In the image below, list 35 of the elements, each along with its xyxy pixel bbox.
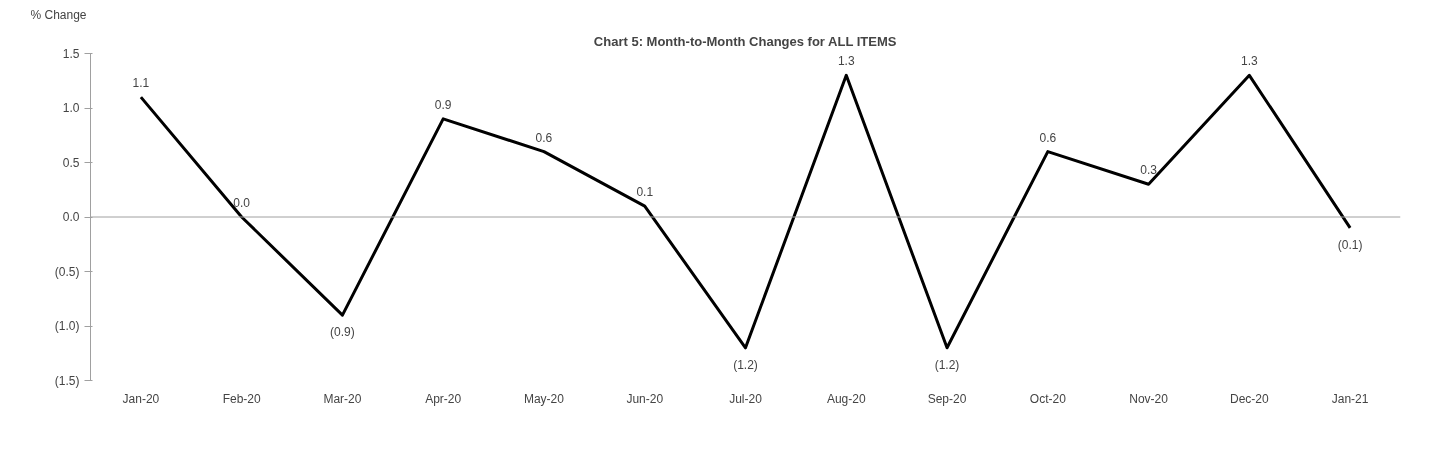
y-tick-label: 0.5: [62, 155, 80, 170]
data-label: 1.1: [132, 76, 150, 91]
data-label: 1.3: [837, 54, 855, 69]
y-axis-title: % Change: [30, 7, 87, 22]
data-label: 0.6: [535, 130, 553, 145]
y-tick-label: 0.0: [62, 210, 80, 224]
x-tick-label: Jun-20: [626, 391, 664, 406]
x-tick-label: Oct-20: [1029, 391, 1067, 406]
chart-title: Chart 5: Month-to-Month Changes for ALL ITEMS: [593, 33, 897, 49]
x-tick-label: Feb-20: [222, 391, 261, 406]
y-tick-label: 1.0: [62, 101, 80, 115]
data-label: (0.1): [1337, 237, 1363, 252]
data-label: 0.9: [434, 97, 452, 112]
data-label: (1.2): [733, 357, 758, 372]
y-tick-label: 1.5: [62, 46, 80, 61]
x-tick-label: Sep-20: [927, 391, 967, 406]
x-tick-label: Mar-20: [323, 391, 362, 406]
x-tick-label: Jan-21: [1331, 391, 1369, 406]
x-tick-label: Jan-20: [122, 391, 160, 406]
data-label: (1.2): [934, 357, 960, 372]
x-tick-label: May-20: [523, 391, 565, 406]
x-tick-label: Jul-20: [729, 391, 763, 406]
y-tick-label: (1.5): [54, 373, 80, 388]
data-label: 0.1: [636, 185, 654, 200]
x-tick-label: Aug-20: [826, 391, 866, 406]
y-tick-label: (0.5): [54, 264, 80, 279]
x-tick-label: Nov-20: [1129, 391, 1169, 406]
x-tick-label: Dec-20: [1230, 391, 1270, 406]
x-tick-label: Apr-20: [425, 391, 462, 406]
data-label: 0.0: [233, 196, 251, 210]
data-label: 1.3: [1241, 54, 1259, 69]
data-label: 0.3: [1140, 163, 1158, 178]
data-label: 0.6: [1039, 130, 1057, 145]
y-tick-label: (1.0): [54, 319, 80, 333]
data-label: (0.9): [330, 325, 355, 340]
